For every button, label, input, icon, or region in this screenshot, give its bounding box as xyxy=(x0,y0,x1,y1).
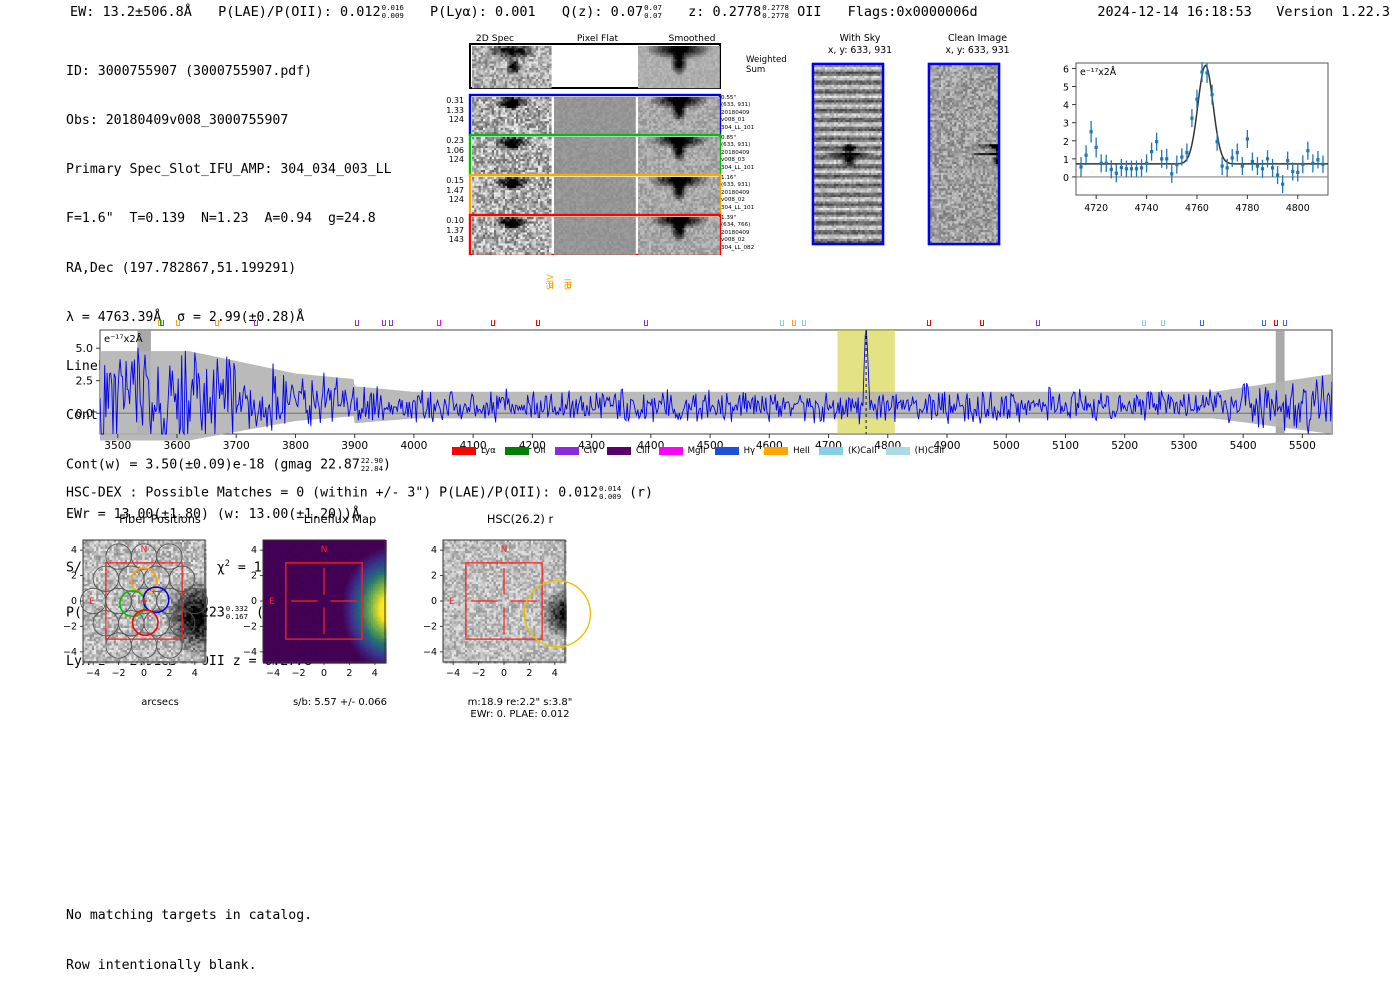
legend-swatch xyxy=(715,447,739,455)
legend-swatch xyxy=(505,447,529,455)
x-tick-label: 3700 xyxy=(210,440,262,452)
hsc-dex-headline: HSC-DEX : Possible Matches = 0 (within +… xyxy=(66,485,653,501)
legend-swatch xyxy=(819,447,843,455)
legend-item: MgII xyxy=(659,446,706,456)
x-tick-label: 4000 xyxy=(388,440,440,452)
legend-label: MgII xyxy=(688,446,706,456)
legend-swatch xyxy=(886,447,910,455)
plya-value: P(Lyα): 0.001 xyxy=(430,4,536,20)
x-tick-label: 5400 xyxy=(1217,440,1269,452)
legend-item: CIII xyxy=(607,446,650,456)
footer-notes: No matching targets in catalog. Row inte… xyxy=(66,875,312,991)
report-version: Version 1.22.3 xyxy=(1276,4,1390,20)
panel-title-lineflux-map: Lineflux Map xyxy=(245,512,435,526)
x-tick-label: 5200 xyxy=(1099,440,1151,452)
info-radec: RA,Dec (197.782867,51.199291) xyxy=(66,261,392,277)
panel-title-fiber-positions: Fiber Positions xyxy=(65,512,255,526)
emission-line-bracket-upper xyxy=(549,282,553,288)
legend-item: Hγ xyxy=(715,446,756,456)
legend-label: HeII xyxy=(793,446,810,456)
caption-fiber-positions: arcsecs xyxy=(65,697,255,709)
legend-item: OII xyxy=(505,446,546,456)
x-tick-label: 3800 xyxy=(269,440,321,452)
legend-swatch xyxy=(452,447,476,455)
x-tick-label: 5000 xyxy=(980,440,1032,452)
legend-swatch xyxy=(555,447,579,455)
info-obs: Obs: 20180409v008_3000755907 xyxy=(66,113,392,129)
x-tick-label: 5100 xyxy=(1039,440,1091,452)
spectrum-legend: Lyα OII CIV CIII MgII Hγ HeII (K)CaII (H)CaII xyxy=(452,446,953,456)
legend-swatch xyxy=(764,447,788,455)
legend-item: CIV xyxy=(555,446,598,456)
info-primary-spec: Primary Spec_Slot_IFU_AMP: 304_034_003_L… xyxy=(66,162,392,178)
legend-swatch xyxy=(607,447,631,455)
report-datetime: 2024-12-14 16:18:53 xyxy=(1097,4,1251,20)
caption-lineflux-map: s/b: 5.57 +/- 0.066 xyxy=(245,697,435,709)
legend-label: Hγ xyxy=(744,446,756,456)
info-seeing: F=1.6" T=0.139 N=1.23 A=0.94 g=24.8 xyxy=(66,211,392,227)
footer-line-1: No matching targets in catalog. xyxy=(66,908,312,925)
legend-label: (H)CaII xyxy=(915,446,945,456)
legend-label: Lyα xyxy=(481,446,496,456)
legend-label: (K)CaII xyxy=(848,446,877,456)
spec2d-panel-group: 2D Spec Pixel Flat Smoothed Weighted Sum… xyxy=(430,33,790,255)
header-meta: 2024-12-14 16:18:53 Version 1.22.3 xyxy=(1097,4,1390,20)
x-tick-label: 3900 xyxy=(329,440,381,452)
legend-label: CIV xyxy=(584,446,598,456)
legend-label: CIII xyxy=(636,446,650,456)
cutout-images xyxy=(805,62,1045,247)
x-tick-label: 5300 xyxy=(1158,440,1210,452)
x-tick-label: 3500 xyxy=(92,440,144,452)
panel-title-hsc-r: HSC(26.2) r xyxy=(425,512,615,526)
legend-item: HeII xyxy=(764,446,810,456)
flags-value: Flags:0x0000006d xyxy=(848,4,978,20)
legend-item: (H)CaII xyxy=(886,446,945,456)
x-tick-label: 5500 xyxy=(1276,440,1328,452)
full-spectrum-chart: LyαMgIINVSiIILyαNVCIVSiIICIIOVIHeIISiIVO… xyxy=(60,276,1340,456)
legend-item: (K)CaII xyxy=(819,446,877,456)
x-tick-label: 3600 xyxy=(151,440,203,452)
legend-label: OII xyxy=(534,446,546,456)
footer-line-2: Row intentionally blank. xyxy=(66,958,312,975)
emission-line-bracket-upper xyxy=(567,282,571,288)
legend-swatch xyxy=(659,447,683,455)
ew-value: EW: 13.2±506.8Å xyxy=(70,4,192,20)
info-id: ID: 3000755907 (3000755907.pdf) xyxy=(66,64,392,80)
caption-hsc-r: m:18.9 re:2.2" s:3.8" EWr: 0. PLAE: 0.01… xyxy=(425,697,615,722)
legend-item: Lyα xyxy=(452,446,496,456)
